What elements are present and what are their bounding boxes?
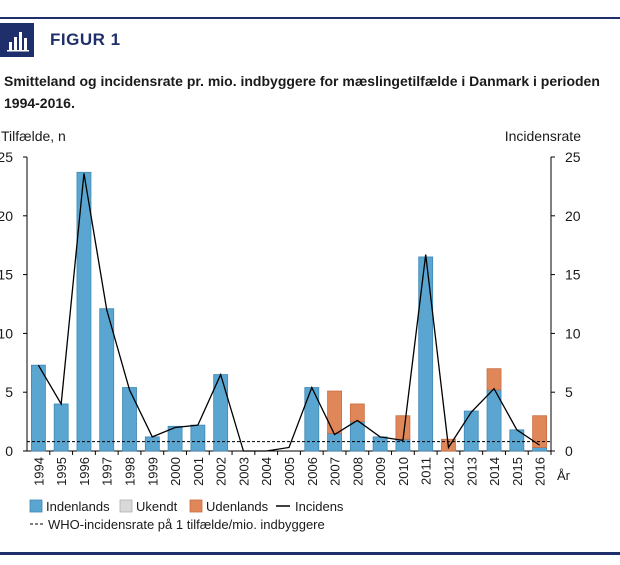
y-axis-title-left: Tilfælde, n bbox=[1, 128, 66, 144]
x-tick-label: 2006 bbox=[305, 457, 320, 486]
y-tick-label-left: 25 bbox=[0, 149, 13, 165]
x-tick-label: 2016 bbox=[533, 457, 548, 486]
y-axis-title-right: Incidensrate bbox=[505, 128, 581, 144]
y-tick-label-right: 15 bbox=[565, 267, 581, 283]
x-tick-label: 2004 bbox=[259, 457, 274, 486]
bar-indenlands bbox=[190, 424, 206, 452]
bar-indenlands bbox=[418, 256, 434, 452]
bar-udenlands bbox=[327, 390, 342, 434]
bar-indenlands bbox=[349, 421, 365, 452]
x-tick-label: 1996 bbox=[77, 457, 92, 486]
bar-indenlands bbox=[463, 410, 479, 452]
x-tick-label: 2011 bbox=[419, 457, 434, 485]
x-tick-label: 1994 bbox=[31, 457, 46, 486]
x-tick-label: 2012 bbox=[441, 457, 456, 486]
bar-udenlands bbox=[532, 415, 548, 448]
legend-indenlands-label: Indenlands bbox=[46, 499, 110, 514]
bar-indenlands bbox=[144, 436, 160, 452]
x-tick-label: 2001 bbox=[191, 457, 206, 486]
x-tick-label: 2003 bbox=[236, 457, 251, 486]
x-tick-label: 2013 bbox=[464, 457, 479, 486]
incidens-line bbox=[37, 173, 540, 452]
y-tick-label-right: 0 bbox=[565, 443, 573, 459]
y-tick-label-left: 5 bbox=[5, 384, 13, 400]
bar-indenlands bbox=[53, 403, 69, 452]
x-tick-label: 2014 bbox=[487, 457, 502, 486]
legend-incidens-label: Incidens bbox=[295, 499, 344, 514]
x-tick-label: 2008 bbox=[350, 457, 365, 486]
x-tick-label: 2005 bbox=[282, 457, 297, 486]
x-tick-label: 1998 bbox=[123, 457, 138, 486]
bar-indenlands bbox=[167, 425, 183, 452]
y-tick-label-right: 20 bbox=[565, 208, 581, 224]
x-tick-label: 2015 bbox=[510, 457, 525, 486]
bar-chart-icon bbox=[0, 23, 34, 57]
x-tick-label: 2000 bbox=[168, 457, 183, 486]
bar-indenlands bbox=[327, 432, 342, 452]
legend-udenlands-swatch bbox=[189, 499, 203, 513]
y-tick-label-left: 0 bbox=[5, 443, 13, 459]
y-tick-label-right: 10 bbox=[565, 325, 581, 341]
legend-ukendt-swatch bbox=[119, 499, 133, 513]
legend-indenlands-swatch bbox=[29, 499, 43, 513]
y-tick-label-left: 15 bbox=[0, 267, 13, 283]
bar-udenlands bbox=[349, 403, 365, 422]
figure-label: FIGUR 1 bbox=[50, 30, 121, 49]
x-tick-label: 2002 bbox=[214, 457, 229, 486]
bottom-rule bbox=[0, 552, 620, 555]
x-axis-title: År bbox=[557, 468, 571, 483]
figure-caption: Smitteland og incidensrate pr. mio. indb… bbox=[4, 73, 600, 111]
bar-udenlands bbox=[486, 368, 502, 391]
x-tick-label: 2010 bbox=[396, 457, 411, 486]
y-tick-label-right: 25 bbox=[565, 149, 581, 165]
x-tick-label: 1997 bbox=[100, 457, 115, 486]
legend-ukendt-label: Ukendt bbox=[136, 499, 178, 514]
y-tick-label-right: 5 bbox=[565, 384, 573, 400]
x-tick-label: 2009 bbox=[373, 457, 388, 486]
x-tick-label: 2007 bbox=[328, 457, 343, 486]
bar-indenlands bbox=[76, 171, 92, 452]
top-rule bbox=[0, 17, 620, 19]
legend-udenlands-label: Udenlands bbox=[206, 499, 269, 514]
legend-who-label: WHO-incidensrate på 1 tilfælde/mio. indb… bbox=[48, 517, 325, 532]
bar-indenlands bbox=[372, 436, 388, 452]
y-tick-label-left: 10 bbox=[0, 325, 13, 341]
x-tick-label: 1995 bbox=[54, 457, 69, 486]
bar-indenlands bbox=[99, 308, 115, 452]
bar-indenlands bbox=[30, 364, 46, 452]
y-tick-label-left: 20 bbox=[0, 208, 13, 224]
x-tick-label: 1999 bbox=[145, 457, 160, 486]
bar-indenlands bbox=[532, 447, 548, 452]
